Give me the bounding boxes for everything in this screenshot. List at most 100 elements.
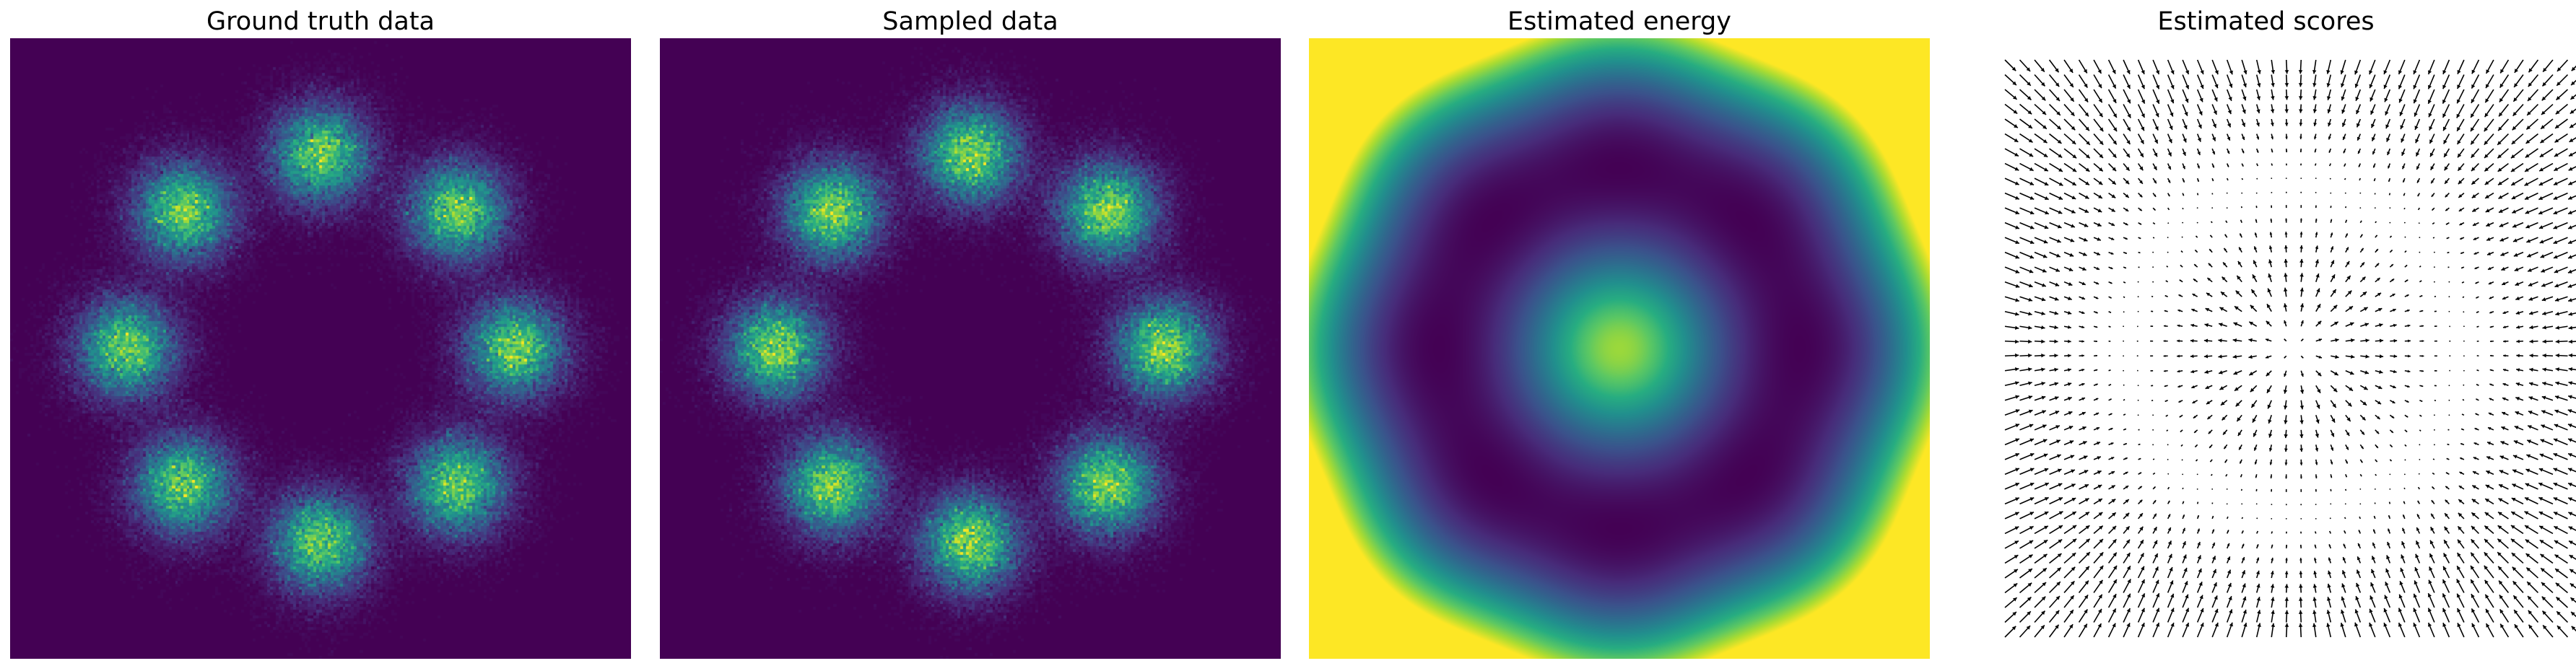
score-arrow-head xyxy=(2497,525,2502,530)
score-arrow-head xyxy=(2139,499,2143,503)
score-arrow-head xyxy=(2330,178,2331,180)
score-arrow-head xyxy=(2071,112,2075,116)
score-arrow xyxy=(2448,414,2450,416)
score-arrow-head xyxy=(2110,398,2112,400)
score-arrow-head xyxy=(2222,416,2226,421)
score-arrow-head xyxy=(2328,544,2331,547)
score-arrow-head xyxy=(2177,309,2180,312)
score-arrow-head xyxy=(2054,325,2058,330)
score-arrow-head xyxy=(2139,180,2143,184)
score-arrow-head xyxy=(2139,472,2142,475)
score-arrow-head xyxy=(2539,153,2544,157)
score-arrow-head xyxy=(2427,608,2432,613)
score-arrow-head xyxy=(2097,456,2101,460)
score-arrow-head xyxy=(2111,194,2116,198)
score-arrow-head xyxy=(2029,540,2034,544)
score-arrow-head xyxy=(2124,281,2125,284)
score-arrow-head xyxy=(2499,112,2503,117)
score-arrow-head xyxy=(2072,181,2076,185)
score-arrow-head xyxy=(2042,110,2047,115)
score-arrow-head xyxy=(2125,512,2130,517)
score-arrow-head xyxy=(2430,166,2434,170)
score-arrow xyxy=(2182,473,2184,476)
score-arrow-head xyxy=(2555,353,2559,358)
score-arrow-head xyxy=(2570,583,2575,587)
score-arrow-head xyxy=(2317,304,2321,309)
score-arrow-head xyxy=(2084,195,2089,199)
score-arrow-head xyxy=(2299,232,2303,235)
score-arrow-head xyxy=(2316,404,2320,409)
score-arrow xyxy=(2255,192,2258,194)
score-arrow-head xyxy=(2526,239,2531,243)
score-arrow-head xyxy=(2193,416,2196,419)
score-arrow-head xyxy=(2015,381,2019,385)
score-arrow-head xyxy=(2525,139,2531,144)
score-arrow-head xyxy=(2235,290,2240,295)
score-arrow-head xyxy=(2014,569,2018,573)
score-arrow-head xyxy=(2476,311,2478,313)
score-arrow-head xyxy=(2155,579,2159,584)
score-arrow-head xyxy=(2407,369,2411,373)
score-arrow-head xyxy=(2391,416,2395,419)
score-arrow-head xyxy=(2420,415,2422,417)
score-arrow-head xyxy=(2044,497,2049,501)
score-arrow-head xyxy=(2489,340,2492,343)
score-arrow-head xyxy=(2044,196,2049,200)
score-arrow-head xyxy=(2313,571,2318,575)
score-arrow-head xyxy=(2163,354,2166,357)
score-arrow xyxy=(2419,251,2421,253)
score-arrow-head xyxy=(2058,525,2063,530)
score-arrow-head xyxy=(2524,511,2529,515)
score-arrow-head xyxy=(2099,552,2104,556)
score-arrow xyxy=(2123,340,2125,342)
score-arrow-head xyxy=(2498,181,2502,185)
score-arrow-head xyxy=(2553,240,2558,245)
score-arrow-head xyxy=(2486,623,2490,628)
score-arrow-head xyxy=(2513,595,2518,600)
score-arrow-head xyxy=(2300,205,2302,206)
score-arrow-head xyxy=(2257,70,2261,74)
score-arrow xyxy=(2226,192,2228,194)
score-arrow-head xyxy=(2527,439,2531,444)
score-arrow-head xyxy=(2041,610,2045,615)
score-arrow-head xyxy=(2071,566,2076,571)
score-arrow-head xyxy=(2484,552,2489,556)
score-arrow-head xyxy=(2538,211,2543,215)
score-arrow-head xyxy=(2210,460,2212,463)
score-arrow-head xyxy=(2081,368,2085,372)
score-arrow-head xyxy=(2498,126,2502,131)
score-arrow xyxy=(2433,281,2435,283)
score-arrow-head xyxy=(2015,225,2019,229)
score-arrow-head xyxy=(2224,247,2227,251)
score-arrow-head xyxy=(2358,165,2361,167)
score-arrow-head xyxy=(2228,596,2232,600)
score-arrow-head xyxy=(2054,339,2058,343)
score-arrow-head xyxy=(2014,167,2019,171)
score-arrow-head xyxy=(2167,514,2171,517)
score-arrow-head xyxy=(2179,415,2182,418)
score-arrow-head xyxy=(2015,269,2020,273)
score-arrow-head xyxy=(2299,245,2304,249)
score-arrow-head xyxy=(2460,443,2463,445)
score-arrow-head xyxy=(2177,385,2180,388)
score-arrow-head xyxy=(2471,579,2475,584)
score-arrow-head xyxy=(2476,355,2479,356)
score-arrow-head xyxy=(2486,470,2491,475)
score-arrow-head xyxy=(2362,276,2366,281)
score-arrow-head xyxy=(2071,581,2075,585)
score-arrow-head xyxy=(2199,97,2203,102)
score-arrow-head xyxy=(2341,583,2346,588)
score-arrow-head xyxy=(2097,237,2101,241)
score-arrow-head xyxy=(2471,154,2475,158)
score-arrow-head xyxy=(2528,68,2533,73)
score-arrow-head xyxy=(2568,298,2572,302)
score-arrow-head xyxy=(2125,539,2130,544)
score-arrow-head xyxy=(2227,582,2232,587)
score-arrow-head xyxy=(2299,476,2302,479)
score-arrow-head xyxy=(2029,526,2034,530)
score-arrow-head xyxy=(2354,609,2359,614)
score-arrow-head xyxy=(2285,491,2287,492)
score-arrow-head xyxy=(2553,255,2558,259)
score-arrow xyxy=(2359,192,2362,194)
score-arrow-head xyxy=(2112,127,2118,132)
